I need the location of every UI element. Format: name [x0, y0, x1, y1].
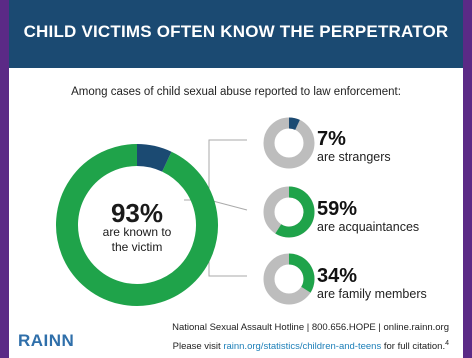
citation-prefix: Please visit — [172, 341, 224, 353]
main-donut-percent: 93% — [110, 198, 164, 228]
slice-known-to-victim — [56, 144, 218, 306]
citation-footnote: 4 — [445, 340, 449, 347]
main-donut-chart — [56, 144, 218, 306]
subtitle: Among cases of child sexual abuse report… — [71, 86, 401, 98]
family-label: are family members — [317, 287, 427, 301]
donut-chart-area — [56, 117, 315, 306]
slice-strangers — [136, 144, 172, 172]
infographic-card: CHILD VICTIMS OFTEN KNOW THE PERPETRATOR… — [9, 0, 463, 358]
header-bar: CHILD VICTIMS OFTEN KNOW THE PERPETRATOR — [9, 0, 463, 68]
citation-suffix: for full citation. — [381, 341, 446, 353]
main-donut-label-1: are known to — [102, 225, 172, 239]
main-donut-label-2: the victim — [111, 240, 163, 254]
connector-line — [208, 139, 247, 200]
small-donut-track — [263, 117, 315, 169]
small-donut-slice — [275, 186, 315, 238]
page-title: CHILD VICTIMS OFTEN KNOW THE PERPETRATOR — [23, 22, 449, 41]
rainn-logo: RAINN — [18, 331, 75, 350]
acquaintances-percent: 59% — [317, 198, 358, 220]
acquaintances-label: are acquaintances — [317, 220, 420, 234]
strangers-label: are strangers — [317, 150, 391, 164]
small-donut-charts — [263, 117, 315, 305]
small-donut-slice — [288, 117, 300, 130]
citation-text: Please visit rainn.org/statistics/childr… — [173, 340, 449, 352]
strangers-percent: 7% — [317, 128, 346, 150]
small-donut-slice — [288, 253, 315, 293]
family-percent: 34% — [317, 265, 358, 287]
hotline-text: National Sexual Assault Hotline | 800.65… — [172, 322, 449, 333]
connector-line — [208, 199, 248, 211]
citation-link[interactable]: rainn.org/statistics/children-and-teens — [223, 341, 382, 353]
